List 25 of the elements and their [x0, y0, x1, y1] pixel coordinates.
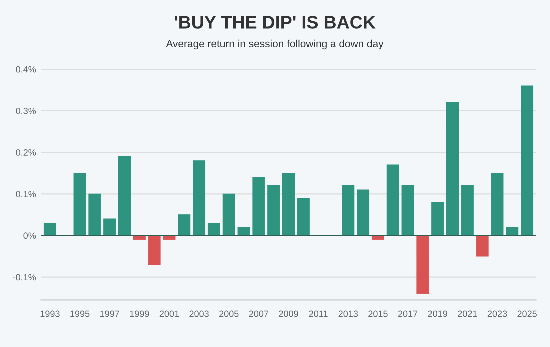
x-tick-label: 2021 — [458, 310, 478, 318]
x-tick-label: 1999 — [130, 310, 150, 318]
x-tick-label: 2013 — [338, 310, 358, 318]
x-tick-label: 2025 — [518, 310, 537, 318]
y-tick-label: -0.1% — [13, 274, 36, 281]
y-tick-label: 0.3% — [16, 108, 36, 114]
x-tick-label: 2007 — [249, 310, 269, 318]
x-tick-label: 2023 — [488, 310, 508, 318]
y-tick-label: 0.2% — [16, 150, 36, 156]
x-tick-label: 2019 — [428, 310, 448, 318]
x-tick-label: 2005 — [220, 310, 239, 318]
x-tick-label: 2011 — [309, 310, 328, 318]
y-tick-label: 0% — [24, 232, 36, 240]
x-tick-label: 2001 — [160, 310, 180, 318]
chart-title: 'BUY THE DIP' IS BACK — [175, 16, 376, 29]
chart-subtitle: Average return in session following a down day — [166, 40, 384, 50]
x-tick-label: 1997 — [100, 310, 120, 318]
x-tick-label: 2015 — [368, 310, 388, 318]
x-tick-label: 1995 — [70, 310, 90, 318]
x-tick-label: 2009 — [279, 310, 298, 318]
x-tick-label: 1993 — [40, 310, 60, 318]
x-tick-label: 2003 — [190, 310, 209, 318]
x-tick-label: 2017 — [398, 310, 418, 318]
y-tick-label: 0.1% — [16, 191, 36, 198]
y-tick-label: 0.4% — [16, 66, 36, 73]
